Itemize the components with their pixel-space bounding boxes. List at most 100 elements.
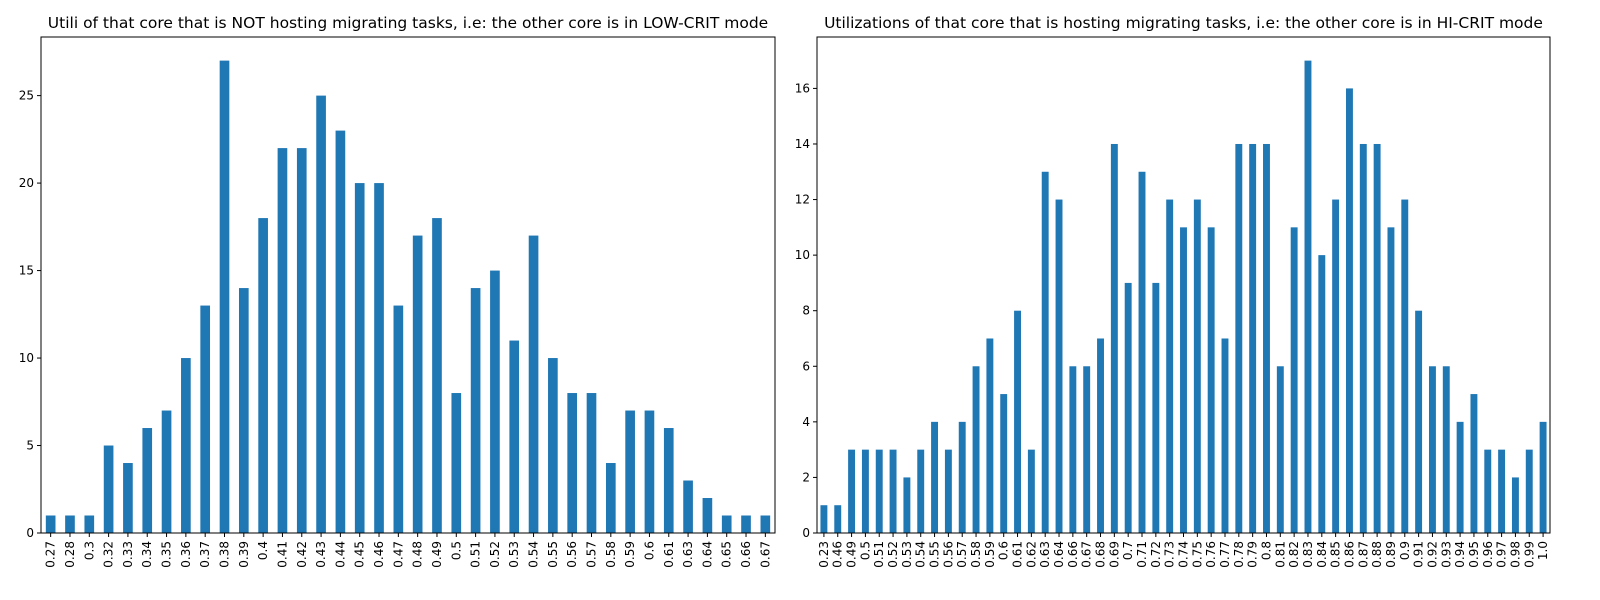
x-tick-label: 0.8 xyxy=(1259,541,1273,560)
bar xyxy=(702,498,713,533)
y-tick-label: 2 xyxy=(802,470,810,484)
bar xyxy=(181,358,191,533)
x-tick-label: 0.58 xyxy=(604,541,618,568)
x-tick-label: 0.89 xyxy=(1384,541,1398,568)
bar xyxy=(161,410,172,533)
bar xyxy=(45,515,56,533)
x-tick-label: 0.45 xyxy=(353,541,367,568)
x-tick-label: 0.83 xyxy=(1301,541,1315,568)
bar xyxy=(1359,143,1367,533)
bar xyxy=(1290,227,1298,533)
x-tick-label: 0.64 xyxy=(700,541,714,568)
x-tick-label: 0.63 xyxy=(681,541,695,568)
bar xyxy=(393,305,404,533)
bar xyxy=(1097,338,1104,533)
bar xyxy=(986,338,994,533)
x-tick-label: 0.53 xyxy=(507,541,521,568)
x-tick-label: 0.43 xyxy=(314,541,328,568)
bar xyxy=(548,358,558,533)
x-tick-label: 0.64 xyxy=(1052,541,1066,568)
bar xyxy=(1249,143,1257,533)
x-tick-label: 0.41 xyxy=(275,541,289,568)
bar xyxy=(1276,366,1284,533)
x-tick-label: 0.57 xyxy=(955,541,969,568)
x-tick-label: 0.94 xyxy=(1453,541,1467,568)
bar xyxy=(200,305,211,533)
bar xyxy=(1138,171,1146,533)
x-tick-label: 0.47 xyxy=(391,541,405,568)
x-tick-label: 0.54 xyxy=(527,541,541,568)
bar xyxy=(1235,143,1243,533)
bar xyxy=(103,445,114,533)
y-tick-label: 0 xyxy=(26,526,34,540)
x-tick-label: 0.35 xyxy=(160,541,174,568)
bar xyxy=(1428,366,1436,533)
bar xyxy=(316,95,326,533)
bar xyxy=(1027,449,1035,533)
x-tick-label: 0.55 xyxy=(928,541,942,568)
bar xyxy=(625,410,635,533)
x-tick-label: 0.55 xyxy=(546,541,560,568)
x-tick-label: 0.33 xyxy=(121,541,135,568)
x-tick-label: 0.67 xyxy=(1080,541,1094,568)
bar xyxy=(931,421,939,533)
x-tick-label: 0.46 xyxy=(831,541,845,568)
y-tick-label: 10 xyxy=(795,248,810,262)
bar xyxy=(1498,449,1506,533)
bar xyxy=(958,421,966,533)
bar xyxy=(820,505,828,533)
bar xyxy=(1525,449,1533,533)
bar xyxy=(1014,310,1021,533)
bar xyxy=(663,428,674,533)
y-tick-label: 6 xyxy=(802,359,810,373)
x-tick-label: 0.57 xyxy=(585,541,599,568)
x-tick-label: 0.95 xyxy=(1467,541,1481,568)
bar xyxy=(567,393,578,533)
x-tick-label: 0.27 xyxy=(44,541,58,568)
x-tick-label: 0.48 xyxy=(411,541,425,568)
bar xyxy=(1401,199,1409,533)
x-tick-label: 0.72 xyxy=(1149,541,1163,568)
bar xyxy=(1484,449,1492,533)
x-tick-label: 0.65 xyxy=(720,541,734,568)
x-tick-label: 0.63 xyxy=(1038,541,1052,568)
bar xyxy=(1318,255,1326,533)
y-tick-label: 10 xyxy=(19,351,34,365)
x-tick-label: 0.38 xyxy=(218,541,232,568)
bar xyxy=(1415,310,1423,533)
x-tick-label: 0.51 xyxy=(872,541,886,568)
bar xyxy=(1539,421,1547,533)
bar xyxy=(123,463,133,533)
x-tick-label: 1.0 xyxy=(1536,541,1550,560)
bar xyxy=(605,463,616,533)
bar xyxy=(1456,421,1464,533)
x-tick-label: 0.5 xyxy=(449,541,463,560)
x-tick-label: 0.51 xyxy=(469,541,483,568)
x-tick-label: 0.84 xyxy=(1315,541,1329,568)
x-tick-label: 0.58 xyxy=(969,541,983,568)
bar xyxy=(335,130,346,533)
y-tick-label: 5 xyxy=(26,439,34,453)
x-tick-label: 0.36 xyxy=(179,541,193,568)
bar xyxy=(1041,171,1049,533)
y-tick-label: 8 xyxy=(802,304,810,318)
x-tick-label: 0.66 xyxy=(1066,541,1080,568)
y-tick-label: 25 xyxy=(19,89,34,103)
x-tick-label: 0.52 xyxy=(488,541,502,568)
x-tick-label: 0.59 xyxy=(623,541,637,568)
bar xyxy=(1166,199,1174,533)
bar xyxy=(509,340,520,533)
bar xyxy=(741,515,751,533)
x-tick-label: 0.23 xyxy=(817,541,831,568)
y-tick-label: 0 xyxy=(802,526,810,540)
bar xyxy=(84,515,95,533)
x-tick-label: 0.53 xyxy=(900,541,914,568)
bar xyxy=(1221,338,1229,533)
x-tick-label: 0.86 xyxy=(1342,541,1356,568)
bar xyxy=(1332,199,1340,533)
bar xyxy=(1263,143,1270,533)
bar xyxy=(586,393,597,533)
bar xyxy=(644,410,655,533)
x-tick-label: 0.93 xyxy=(1439,541,1453,568)
bar xyxy=(1180,227,1187,533)
